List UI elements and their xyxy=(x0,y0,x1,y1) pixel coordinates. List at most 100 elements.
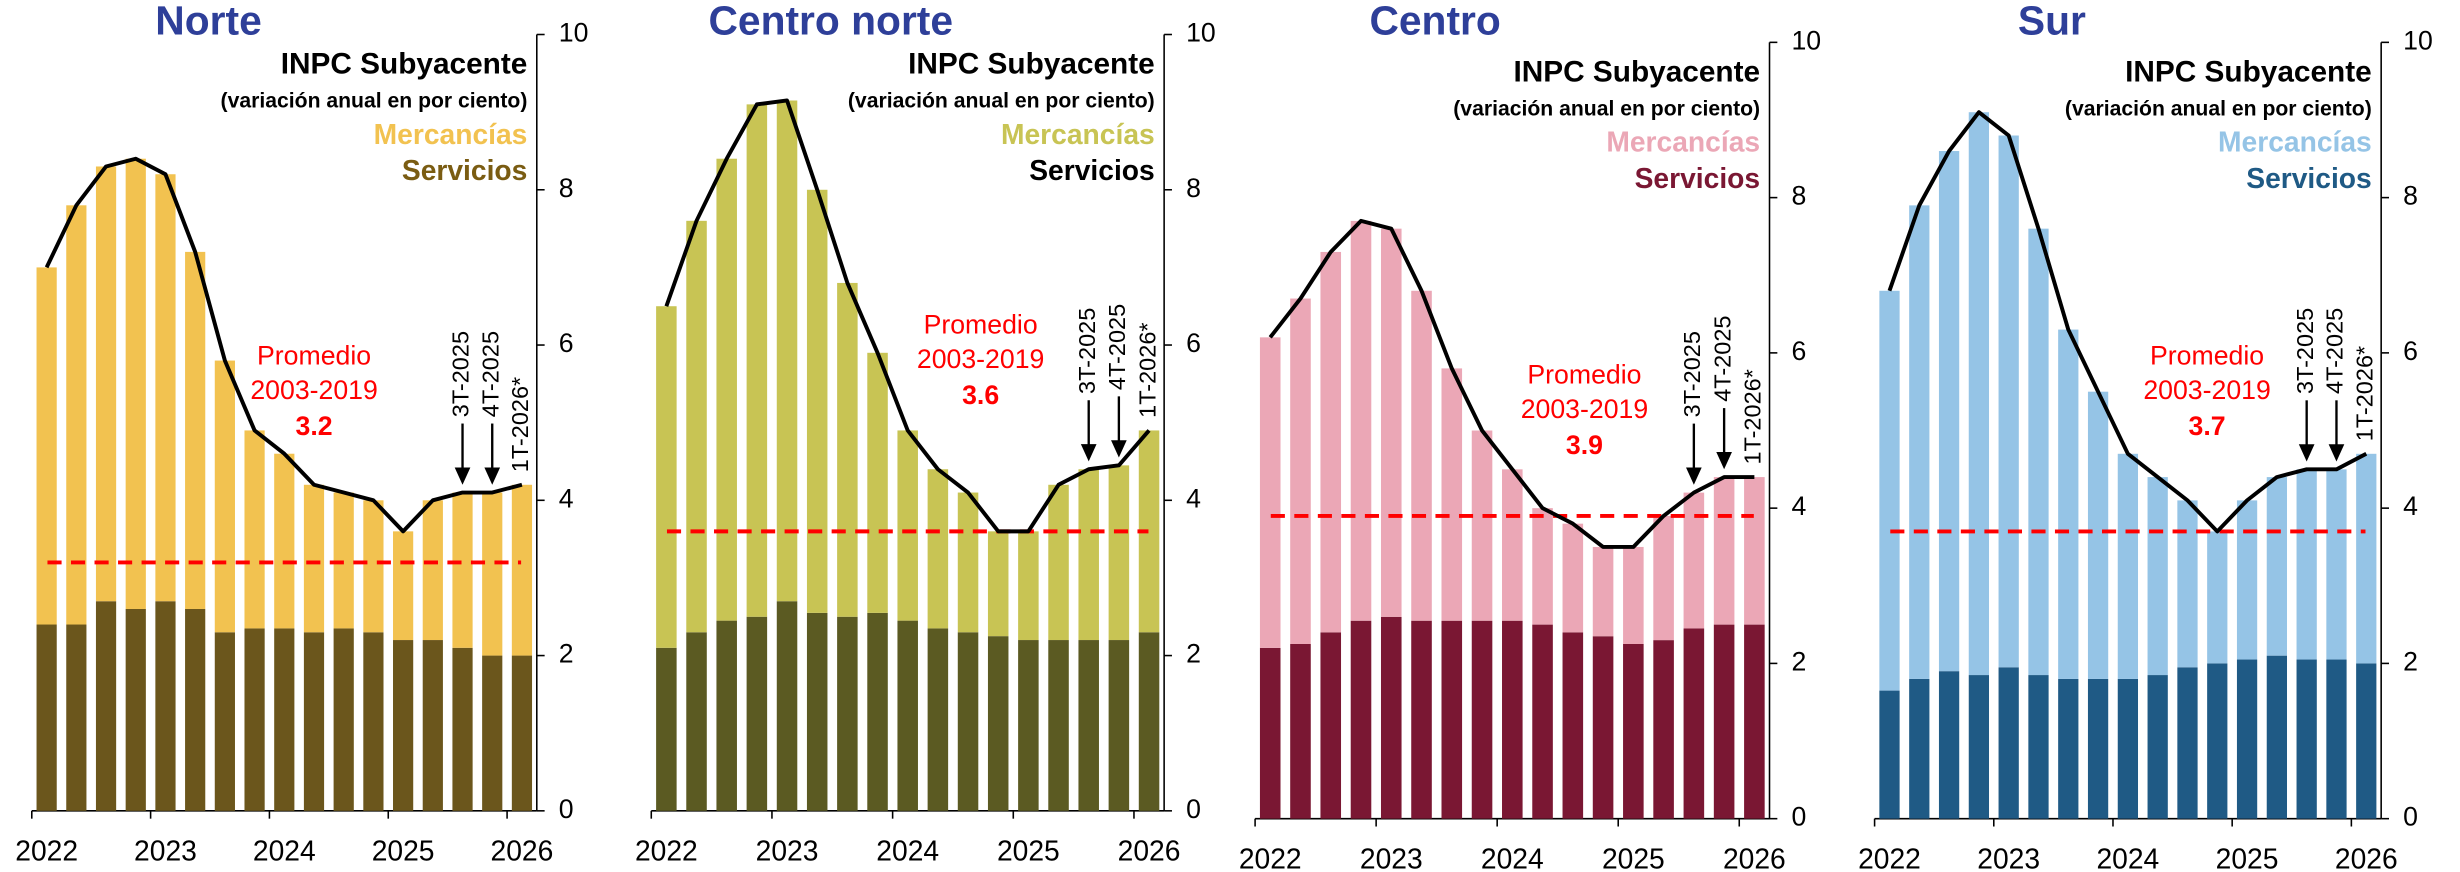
bar-segment xyxy=(1879,290,1900,691)
x-tick-label: 2022 xyxy=(1858,842,1921,872)
bar-segment xyxy=(1259,337,1281,648)
bar-segment xyxy=(1623,546,1644,645)
bar-segment xyxy=(1502,620,1523,819)
y-tick-label: 10 xyxy=(559,18,589,48)
x-tick-label: 2024 xyxy=(253,835,316,867)
bar-segment xyxy=(2177,667,2198,819)
bar-segment xyxy=(363,500,384,633)
bar-segment xyxy=(274,453,295,629)
average-value: 3.6 xyxy=(962,380,999,410)
x-tick-label: 2025 xyxy=(2216,842,2279,872)
bar-segment xyxy=(987,531,1009,637)
bar-segment xyxy=(1653,640,1674,819)
bar-segment xyxy=(987,636,1009,811)
average-text: 2003-2019 xyxy=(2143,375,2270,405)
bar-segment xyxy=(1998,667,2019,819)
bar-segment xyxy=(2296,659,2317,819)
line xyxy=(1887,110,2368,534)
bar-segment xyxy=(746,616,768,811)
average-text: 2003-2019 xyxy=(917,344,1044,374)
annotation-arrowhead xyxy=(1686,467,1702,485)
x-tick-label: 2023 xyxy=(1977,842,2040,872)
bar-segment xyxy=(716,620,737,811)
average-text: Promedio xyxy=(2150,341,2264,371)
bar-segment xyxy=(36,624,57,811)
bar-segment xyxy=(2087,678,2109,819)
legend-entry: Mercancías xyxy=(374,118,528,150)
annotation: 3T-2025 xyxy=(2292,308,2318,394)
bar-segment xyxy=(1350,620,1372,819)
bar-segment xyxy=(1879,690,1900,819)
panel-title: Centro xyxy=(1369,0,1500,43)
bar-segment xyxy=(2058,329,2079,679)
bar-segment xyxy=(867,612,888,811)
bar-segment xyxy=(155,601,176,811)
bar-segment xyxy=(1938,151,1960,672)
bar-segment xyxy=(2177,500,2198,668)
bar-segment xyxy=(2087,391,2109,679)
bar-segment xyxy=(303,632,325,811)
x-tick-label: 2023 xyxy=(756,835,819,867)
bar-segment xyxy=(2117,678,2139,819)
bar-segment xyxy=(1938,671,1960,819)
x-tick-label: 2026 xyxy=(1118,835,1181,867)
average-value: 3.9 xyxy=(1566,430,1603,460)
x-tick-label: 2026 xyxy=(491,835,554,867)
bar-segment xyxy=(1998,135,2019,668)
line xyxy=(44,156,523,534)
bar-segment xyxy=(1909,678,1930,819)
chart-subtitle: (variación anual en por ciento) xyxy=(221,90,528,113)
bar-segment xyxy=(1078,640,1099,811)
bar-segment xyxy=(957,632,979,811)
bar-segment xyxy=(806,189,828,613)
bar-segment xyxy=(1713,477,1735,625)
bar-segment xyxy=(1909,205,1930,679)
bar-segment xyxy=(1744,477,1765,625)
bar-segment xyxy=(1683,628,1705,819)
bar-segment xyxy=(1048,484,1069,641)
bar-segment xyxy=(1350,220,1372,621)
bar-segment xyxy=(2058,678,2079,819)
annotation: 1T-2026* xyxy=(1134,322,1160,417)
x-tick-label: 2022 xyxy=(15,835,78,867)
x-tick-label: 2022 xyxy=(635,835,698,867)
y-tick-label: 4 xyxy=(1186,483,1201,513)
bar-segment xyxy=(185,608,206,811)
y-tick-label: 6 xyxy=(2403,336,2418,366)
bar-segment xyxy=(927,628,949,811)
bar-segment xyxy=(2296,469,2317,660)
x-tick-label: 2024 xyxy=(2096,842,2159,872)
x-tick-label: 2024 xyxy=(1481,842,1544,872)
bar-segment xyxy=(482,655,503,811)
legend-entry: Mercancías xyxy=(1606,126,1760,158)
annotation: 1T-2026* xyxy=(1740,369,1766,464)
annotation-arrowhead xyxy=(1080,444,1097,462)
annotation: 4T-2025 xyxy=(477,331,503,417)
y-tick-label: 8 xyxy=(1186,173,1201,203)
annotation: 4T-2025 xyxy=(1104,304,1130,390)
bar-segment xyxy=(2356,663,2377,819)
annotation: 4T-2025 xyxy=(1709,316,1735,402)
annotation: 3T-2025 xyxy=(1074,308,1100,394)
bar-segment xyxy=(1411,620,1432,819)
bar-segment xyxy=(511,655,533,811)
legend-entry: Servicios xyxy=(402,154,527,186)
bar-segment xyxy=(867,352,888,613)
annotation: 3T-2025 xyxy=(448,331,474,417)
bar-segment xyxy=(686,220,707,633)
y-tick-label: 10 xyxy=(2403,25,2433,55)
bar-segment xyxy=(452,492,473,648)
annotation-arrowhead xyxy=(484,467,501,485)
y-tick-label: 6 xyxy=(559,328,574,358)
bar-segment xyxy=(1592,546,1614,637)
y-tick-label: 2 xyxy=(1791,646,1806,676)
y-tick-label: 8 xyxy=(1791,181,1806,211)
bar-segment xyxy=(363,632,384,811)
annotation: 3T-2025 xyxy=(1679,331,1705,417)
bar-segment xyxy=(185,251,206,609)
bar-segment xyxy=(1653,515,1674,641)
bar-segment xyxy=(1411,290,1432,621)
bar-segment xyxy=(746,104,768,617)
bar-segment xyxy=(303,484,325,633)
